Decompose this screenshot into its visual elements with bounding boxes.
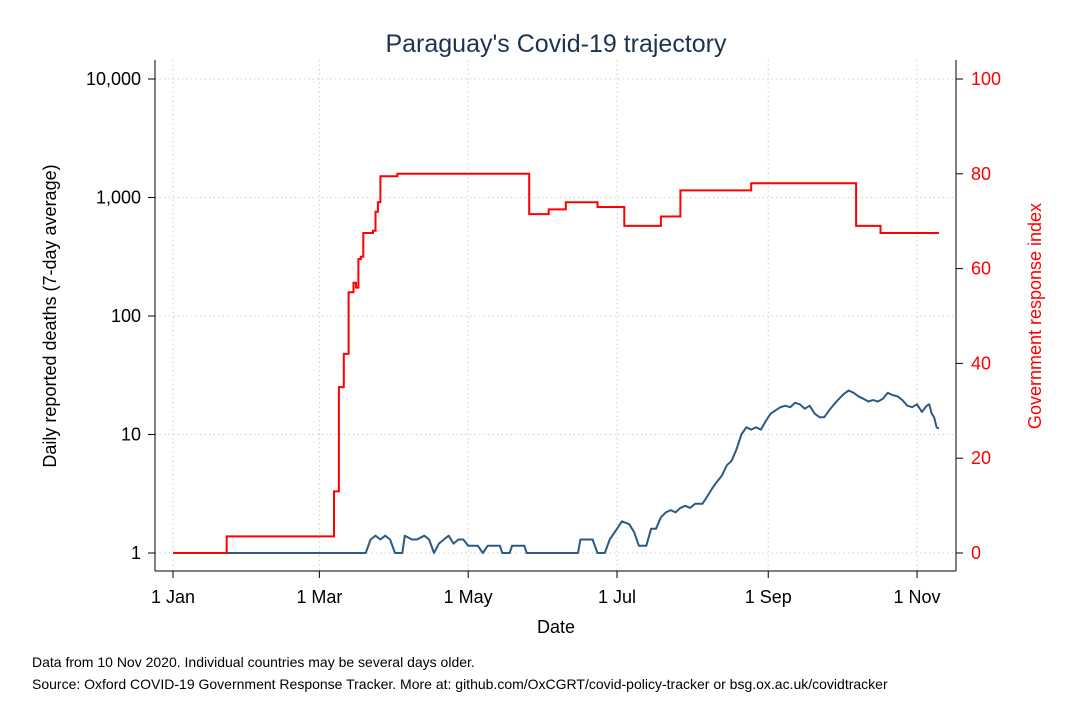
x-axis-label: Date bbox=[537, 617, 575, 637]
chart: Paraguay's Covid-19 trajectory 1 Jan 1 Ma… bbox=[40, 30, 1045, 637]
response-index-line bbox=[173, 172, 939, 554]
y-axis-right-label: Government response index bbox=[1025, 203, 1045, 429]
y-left-tick-label: 10 bbox=[121, 425, 141, 445]
chart-title: Paraguay's Covid-19 trajectory bbox=[385, 30, 727, 58]
y-right-tick-label: 100 bbox=[971, 69, 1001, 89]
x-tick-label: 1 Jan bbox=[151, 587, 195, 607]
y-left-tick-label: 1,000 bbox=[96, 188, 141, 208]
y-left-tick-label: 100 bbox=[111, 306, 141, 326]
x-tick-label: 1 May bbox=[444, 587, 493, 607]
deaths-line bbox=[173, 389, 940, 554]
axes: 1 Jan 1 Mar 1 May 1 Jul 1 Sep 1 Nov 1 10 100 1,00… bbox=[86, 60, 1001, 607]
data-note: Data from 10 Nov 2020. Individual countr… bbox=[32, 654, 475, 670]
x-tick-label: 1 Nov bbox=[894, 587, 941, 607]
series bbox=[173, 172, 940, 554]
y-axis-left-label: Daily reported deaths (7-day average) bbox=[40, 164, 60, 467]
x-tick-label: 1 Mar bbox=[296, 587, 342, 607]
y-left-tick-label: 1 bbox=[131, 543, 141, 563]
y-right-tick-label: 40 bbox=[971, 353, 991, 373]
y-right-tick-label: 60 bbox=[971, 259, 991, 279]
x-tick-label: 1 Jul bbox=[598, 587, 636, 607]
grid bbox=[155, 60, 956, 571]
y-right-tick-label: 0 bbox=[971, 543, 981, 563]
y-right-tick-label: 80 bbox=[971, 164, 991, 184]
y-left-tick-label: 10,000 bbox=[86, 69, 141, 89]
x-tick-label: 1 Sep bbox=[745, 587, 792, 607]
source-note: Source: Oxford COVID-19 Government Respo… bbox=[32, 676, 888, 692]
y-right-tick-label: 20 bbox=[971, 448, 991, 468]
